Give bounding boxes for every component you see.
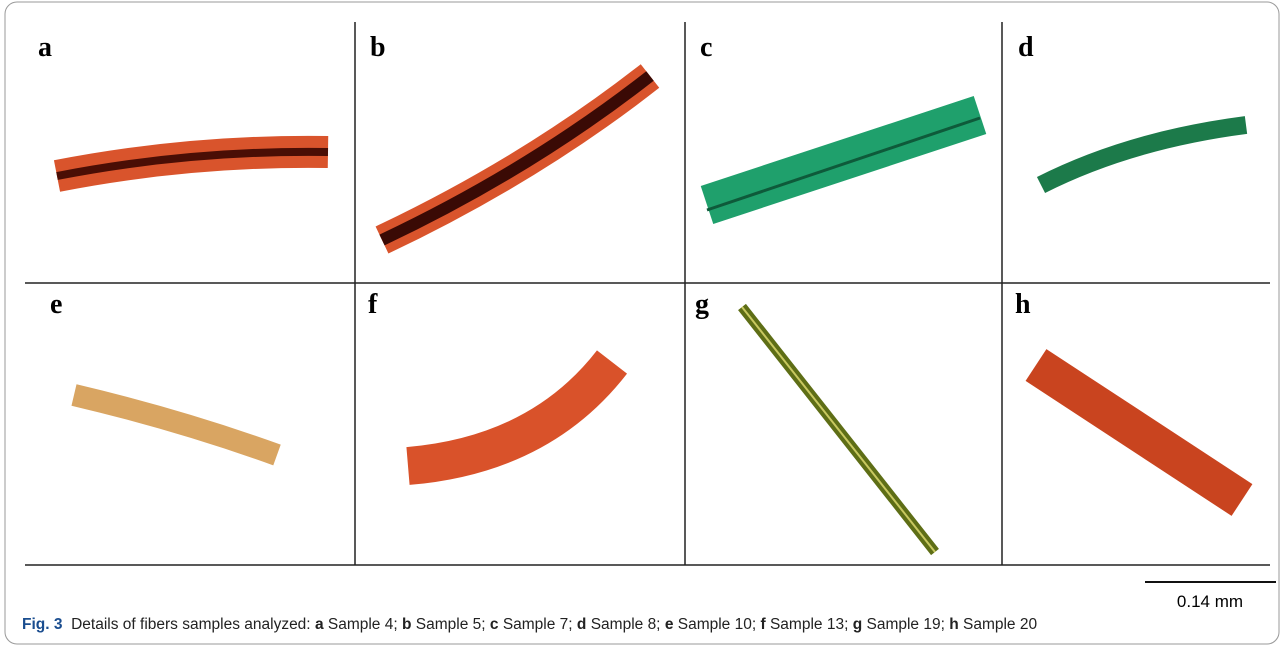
figure-number: Fig. 3	[22, 616, 62, 633]
caption-key: g	[853, 616, 862, 633]
panel-label: b	[370, 32, 386, 63]
caption-item: Sample 13;	[770, 616, 848, 633]
caption-item: Sample 4;	[328, 616, 398, 633]
panel-label: a	[38, 32, 52, 63]
fiber	[1036, 365, 1242, 500]
caption-key: d	[577, 616, 586, 633]
fiber-core	[742, 307, 935, 552]
fiber-core	[707, 118, 980, 210]
caption-key: f	[760, 616, 765, 633]
caption-item: Sample 19;	[866, 616, 944, 633]
caption-intro: Details of fibers samples analyzed:	[71, 616, 311, 633]
panel-label: e	[50, 289, 62, 320]
page: a b c d e f g h 0.14 mm Fig. 3 Details o…	[0, 0, 1284, 649]
caption-key: h	[949, 616, 958, 633]
scale-bar-label: 0.14 mm	[1177, 592, 1243, 611]
fiber-images	[57, 76, 1246, 552]
caption-item: Sample 8;	[591, 616, 661, 633]
caption-key: a	[315, 616, 324, 633]
fiber	[74, 395, 277, 455]
panel-label: c	[700, 32, 712, 63]
figure: a b c d e f g h 0.14 mm	[0, 0, 1284, 649]
caption-items: a Sample 4; b Sample 5; c Sample 7; d Sa…	[311, 616, 1037, 633]
caption-item: Sample 10;	[678, 616, 756, 633]
caption-item: Sample 7;	[503, 616, 573, 633]
fiber	[408, 362, 612, 466]
caption-key: c	[490, 616, 499, 633]
fiber	[1041, 125, 1246, 185]
caption-key: e	[665, 616, 674, 633]
fiber	[707, 115, 980, 205]
panel-label: h	[1015, 289, 1031, 320]
panel-label: d	[1018, 32, 1034, 63]
caption: Fig. 3 Details of fibers samples analyze…	[22, 616, 1037, 634]
caption-key: b	[402, 616, 411, 633]
panel-label: f	[368, 289, 378, 320]
panel-label: g	[695, 289, 709, 320]
caption-item: Sample 20	[963, 616, 1037, 633]
caption-item: Sample 5;	[416, 616, 486, 633]
